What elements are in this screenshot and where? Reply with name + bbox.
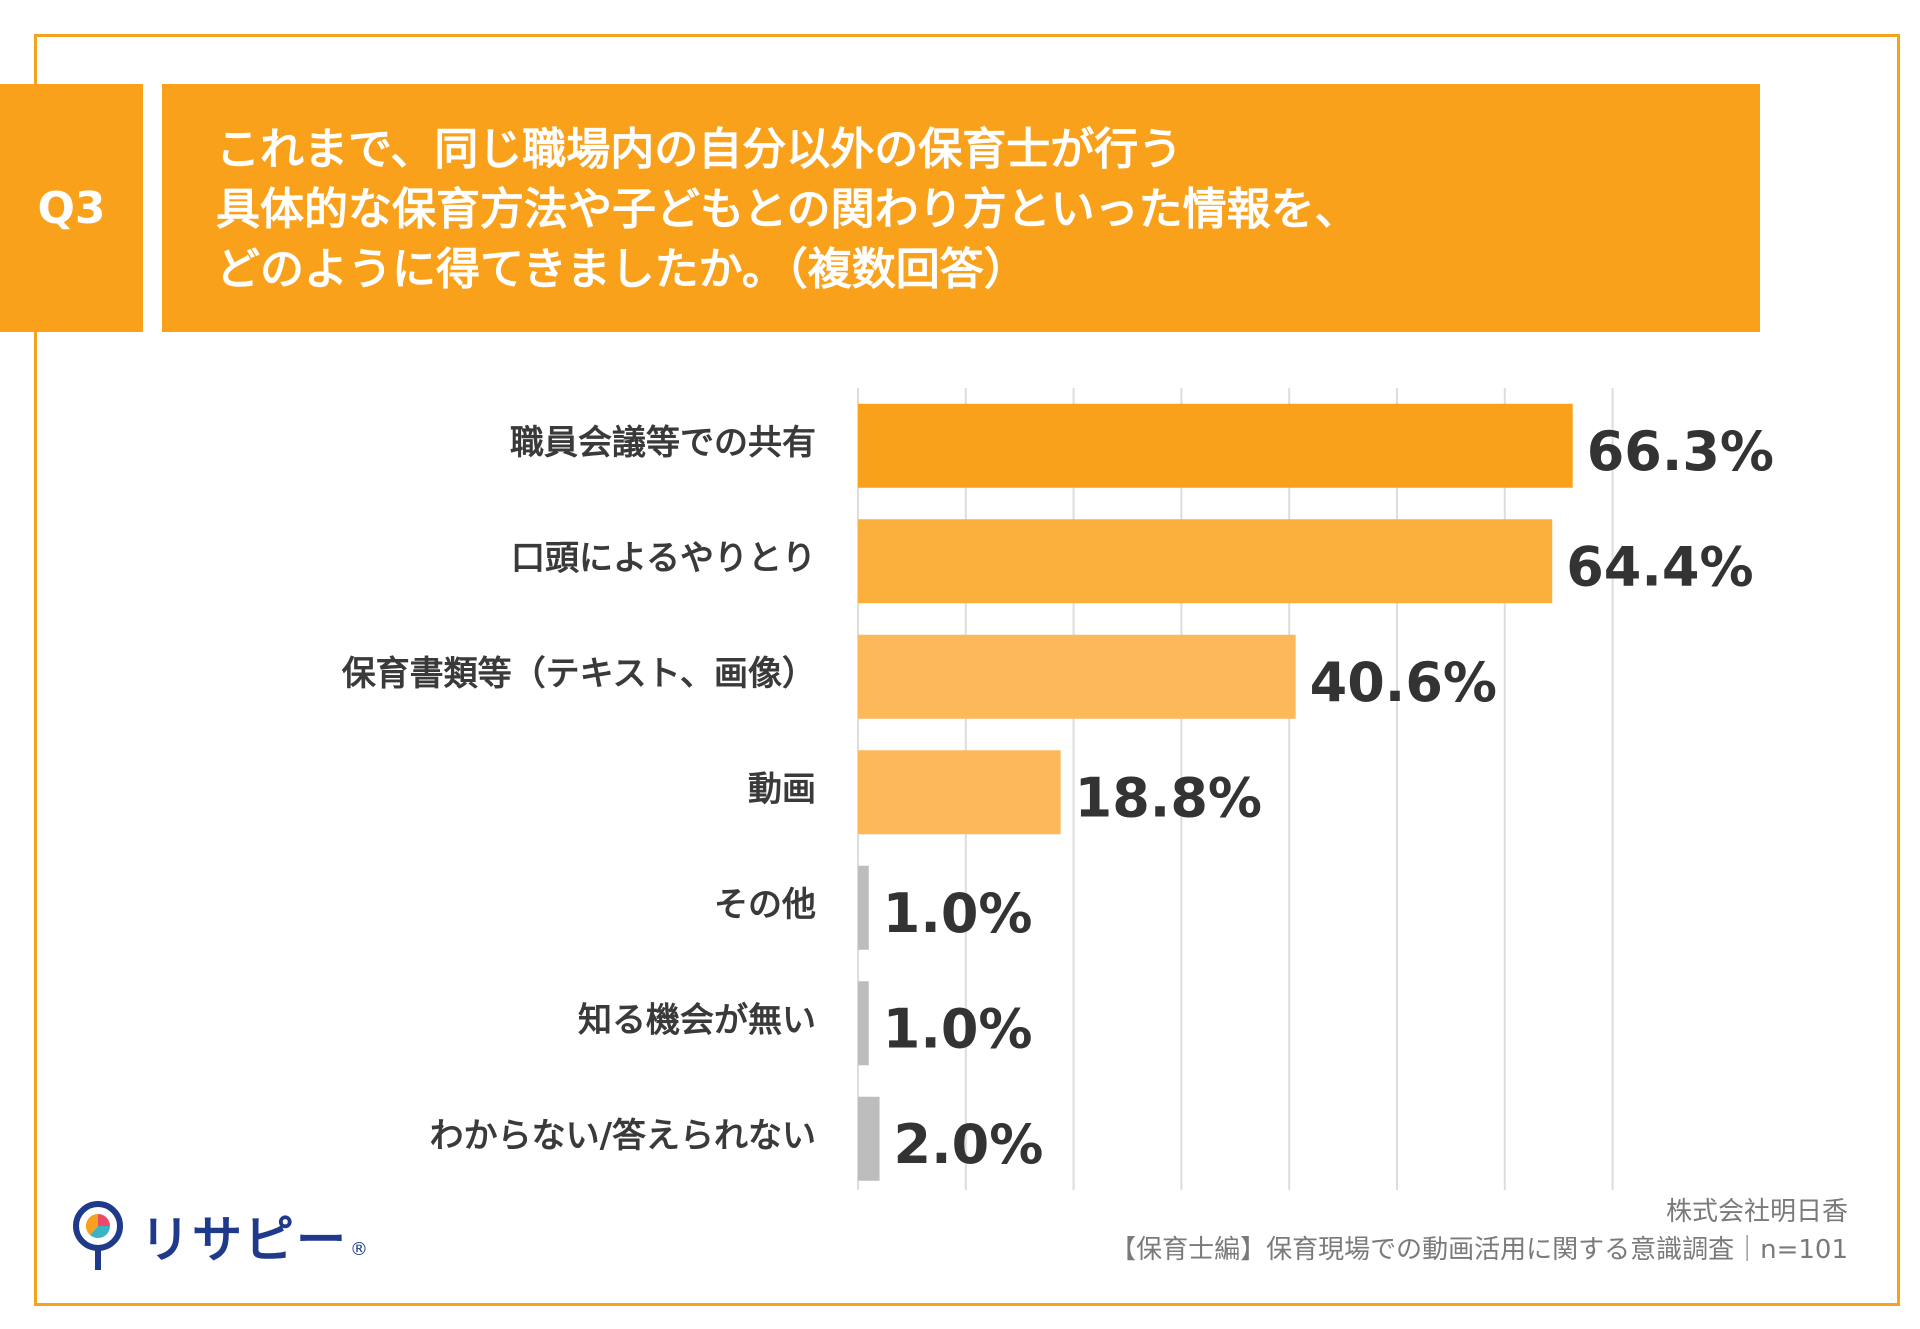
outer-frame [34,34,1900,1306]
question-line-1: これまで、同じ職場内の自分以外の保育士が行う [216,124,1183,175]
question-number: Q3 [0,84,143,332]
question-box: これまで、同じ職場内の自分以外の保育士が行う 具体的な保育方法や子どもとの関わり… [162,84,1760,332]
logo-pin-icon [73,1201,123,1270]
category-label-4: その他 [714,885,816,925]
value-label-3: 18.8% [1075,766,1262,829]
category-label-0: 職員会議等での共有 [510,423,816,463]
logo-registered-mark: ® [350,1239,368,1260]
bar-3 [858,750,1061,835]
risapi-logo: リサピー ® [70,1200,368,1272]
bar-0 [858,403,1573,488]
question-number-text: Q3 [37,182,106,234]
footer-survey: 【保育士編】保育現場での動画活用に関する意識調査｜n=101 [1110,1235,1848,1265]
value-label-1: 64.4% [1566,535,1753,598]
bar-1 [858,519,1553,604]
value-label-5: 1.0% [883,997,1033,1060]
value-label-6: 2.0% [894,1113,1044,1176]
bar-chart: 職員会議等での共有 66.3% 口頭によるやりとり 64.4% 保育書類等（テキスト、画… [342,388,1774,1190]
category-label-5: 知る機会が無い [578,1000,816,1040]
question-line-3: どのように得てきましたか。（複数回答） [216,244,1028,295]
footer: 株式会社明日香 【保育士編】保育現場での動画活用に関する意識調査｜n=101 [1110,1193,1848,1269]
category-label-6: わからない/答えられない [430,1116,816,1156]
bar-6 [858,1096,880,1181]
bar-2 [858,634,1296,719]
footer-company: 株式会社明日香 [1665,1197,1848,1227]
bar-5 [858,981,869,1066]
category-label-3: 動画 [748,769,816,809]
question-line-2: 具体的な保育方法や子どもとの関わり方といった情報を、 [216,184,1359,235]
bar-4 [858,865,869,950]
value-label-0: 66.3% [1587,420,1774,483]
value-label-2: 40.6% [1310,651,1497,714]
logo-text: リサピー [140,1211,348,1269]
category-label-2: 保育書類等（テキスト、画像） [342,654,816,694]
value-label-4: 1.0% [883,882,1033,945]
category-label-1: 口頭によるやりとり [511,538,816,578]
